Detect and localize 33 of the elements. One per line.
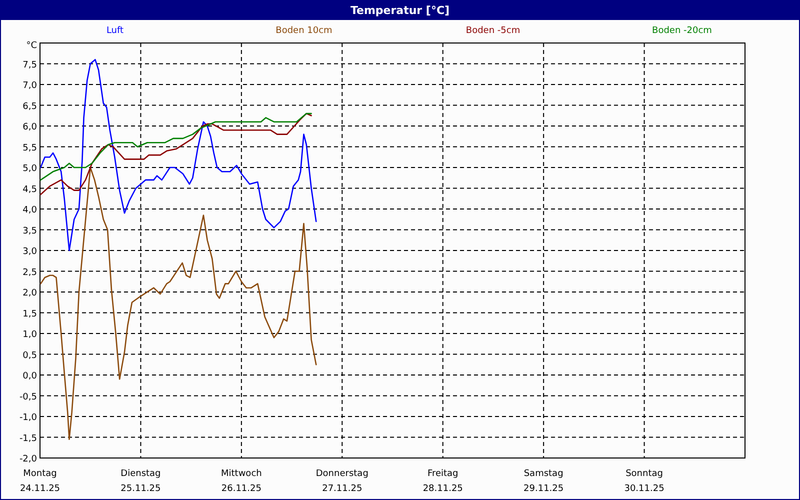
y-tick-label: 2,0 bbox=[22, 288, 38, 298]
y-tick-label: 6,5 bbox=[22, 102, 37, 112]
y-tick-label: -1,0 bbox=[19, 413, 38, 423]
text: Luft bbox=[106, 26, 124, 36]
x-tick-label: Mittwoch 26.11.25 bbox=[221, 469, 262, 494]
x-tick-label: Samstag 29.11.25 bbox=[524, 469, 564, 494]
text: Boden -20cm bbox=[652, 26, 712, 36]
y-tick-label: 0,5 bbox=[22, 350, 37, 361]
y-tick-label: 6,0 bbox=[22, 122, 38, 132]
y-tick-label: 0,0 bbox=[22, 372, 38, 382]
y-tick-label: 1,0 bbox=[22, 330, 38, 340]
y-tick-label: 5,0 bbox=[22, 164, 38, 174]
y-tick-label: -2,0 bbox=[19, 454, 38, 464]
y-tick-label: -0,5 bbox=[19, 392, 37, 402]
x-tick-label: Sonntag 30.11.25 bbox=[624, 469, 664, 494]
x-tick-label: Donnerstag 27.11.25 bbox=[316, 469, 368, 494]
y-tick-label: 1,5 bbox=[22, 309, 37, 320]
y-tick-label: 5,5 bbox=[22, 143, 37, 154]
text: Boden -5cm bbox=[466, 26, 520, 36]
x-tick-label: Freitag 28.11.25 bbox=[422, 469, 463, 494]
x-tick-label: Montag 24.11.25 bbox=[20, 469, 60, 494]
x-tick-label: Dienstag 25.11.25 bbox=[120, 469, 161, 494]
y-tick-label: 7,0 bbox=[22, 81, 38, 91]
text: Boden 10cm bbox=[276, 26, 332, 36]
y-axis-title: °C bbox=[26, 41, 37, 51]
y-tick-label: 3,0 bbox=[22, 247, 38, 257]
y-tick-label: -1,5 bbox=[19, 434, 37, 444]
chart-title: Temperatur [°C] bbox=[350, 4, 450, 17]
y-tick-label: 4,5 bbox=[22, 184, 37, 195]
y-tick-label: 3,5 bbox=[22, 226, 37, 236]
y-tick-label: 2,5 bbox=[22, 268, 37, 278]
y-tick-label: 7,5 bbox=[22, 60, 37, 70]
y-tick-label: 4,0 bbox=[22, 206, 38, 216]
